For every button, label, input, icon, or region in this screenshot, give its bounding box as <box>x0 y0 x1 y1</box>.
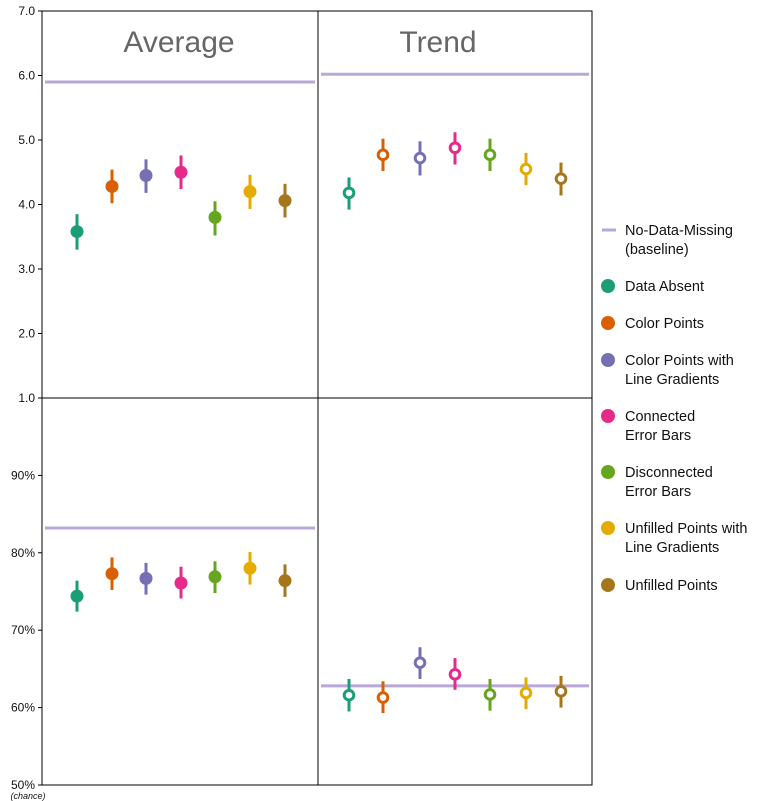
data-point <box>519 686 533 700</box>
panel-row0-col1 <box>321 72 589 210</box>
data-point <box>554 685 568 698</box>
panel-row1-col0 <box>45 526 315 612</box>
data-point <box>342 688 356 702</box>
legend-item: Disconnected Error Bars <box>601 465 713 500</box>
legend-item: Connected Error Bars <box>601 409 695 444</box>
y-tick-label: 3.0 <box>18 262 35 276</box>
data-point <box>243 185 257 199</box>
frame-layer <box>41 10 593 786</box>
data-point <box>483 688 497 701</box>
panels-layer <box>45 72 589 714</box>
data-point <box>208 570 222 584</box>
data-point <box>208 210 222 224</box>
y-tick-label: 6.0 <box>18 69 35 83</box>
data-point <box>70 589 84 603</box>
y-tick-label: 4.0 <box>18 198 35 212</box>
y-tick-label: 1.0 <box>18 391 35 405</box>
legend-item: Color Points with Line Gradients <box>601 353 734 388</box>
data-point <box>243 561 257 575</box>
legend-item: Color Points <box>601 316 704 332</box>
data-point <box>278 574 292 588</box>
legend-swatch-dot <box>601 578 615 592</box>
panel-row1-col1 <box>321 647 589 714</box>
chance-label: (chance) <box>10 791 45 801</box>
data-point <box>70 225 84 239</box>
y-tick-label: 80% <box>11 546 35 560</box>
data-point <box>448 141 462 155</box>
y-tick-label: 70% <box>11 623 35 637</box>
legend-swatch-dot <box>601 465 615 479</box>
data-point <box>139 168 153 182</box>
legend-label: (baseline) <box>625 242 689 258</box>
legend-swatch-dot <box>601 279 615 293</box>
legend-label: Data Absent <box>625 279 704 295</box>
legend-item: No-Data-Missing (baseline) <box>602 223 733 258</box>
legend-label: Unfilled Points with <box>625 521 748 537</box>
legend-label: Line Gradients <box>625 372 719 388</box>
legend-swatch-dot <box>601 521 615 535</box>
y-tick-label: 7.0 <box>18 4 35 18</box>
legend-item: Data Absent <box>601 279 704 295</box>
data-point <box>376 691 390 704</box>
legend-item: Unfilled Points with Line Gradients <box>601 521 748 556</box>
y-tick-label: 60% <box>11 701 35 715</box>
panel-row0-col0 <box>45 80 315 250</box>
legend-label: Color Points with <box>625 353 734 369</box>
legend-swatch-dot <box>601 316 615 330</box>
data-point <box>174 576 188 590</box>
data-point <box>139 571 153 585</box>
data-point <box>413 656 427 670</box>
data-point <box>342 186 356 200</box>
panel-title-average: Average <box>123 26 234 59</box>
data-point <box>554 172 568 185</box>
y-tick-label: 50% <box>11 778 35 792</box>
legend-swatch-dot <box>601 409 615 423</box>
y-tick-label: 5.0 <box>18 133 35 147</box>
legend-swatch-dot <box>601 353 615 367</box>
data-point <box>483 148 497 162</box>
data-point <box>105 179 119 193</box>
data-point <box>519 162 533 176</box>
legend-label: No-Data-Missing <box>625 223 733 239</box>
legend-label: Error Bars <box>625 484 691 500</box>
legend-label: Color Points <box>625 316 704 332</box>
data-point <box>174 165 188 179</box>
legend: No-Data-Missing (baseline) Data Absent Colo… <box>601 223 748 594</box>
data-point <box>448 668 462 681</box>
y-tick-label: 90% <box>11 468 35 482</box>
legend-label: Unfilled Points <box>625 578 718 594</box>
panel-title-trend: Trend <box>399 26 476 59</box>
data-point <box>376 148 390 162</box>
legend-label: Error Bars <box>625 428 691 444</box>
y-tick-label: 2.0 <box>18 327 35 341</box>
data-point <box>105 567 119 581</box>
legend-label: Connected <box>625 409 695 425</box>
legend-label: Disconnected <box>625 465 713 481</box>
y-axis-layer: 1.0 2.0 3.0 4.0 5.0 6.0 7.0 50% 60% 70% 80% 90% (cha… <box>10 4 45 801</box>
data-point <box>278 194 292 208</box>
legend-item: Unfilled Points <box>601 578 718 594</box>
data-point <box>413 151 427 165</box>
legend-label: Line Gradients <box>625 540 719 556</box>
